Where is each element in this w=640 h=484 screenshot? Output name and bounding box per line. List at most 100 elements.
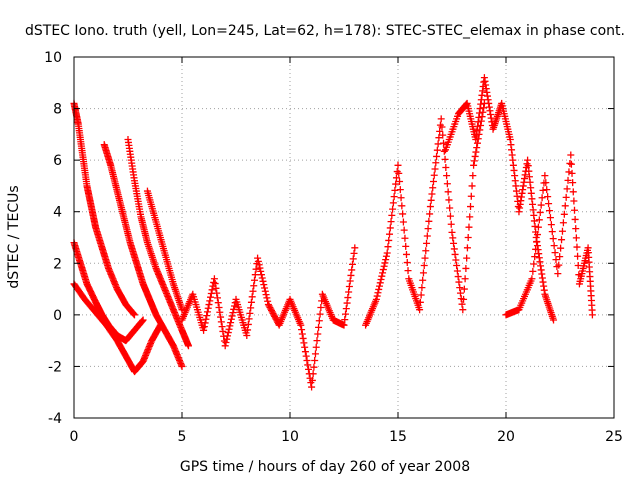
data-point (469, 172, 477, 180)
data-point (202, 315, 210, 323)
data-point (300, 339, 308, 347)
data-point (443, 180, 451, 188)
data-point (298, 326, 306, 334)
data-point (311, 350, 319, 358)
data-point (224, 332, 232, 340)
data-point (349, 255, 357, 263)
data-point (312, 343, 320, 351)
data-point (245, 315, 253, 323)
data-point (260, 281, 268, 289)
data-point (397, 194, 405, 202)
data-point (550, 316, 558, 324)
data-point (378, 272, 386, 280)
data-point (350, 249, 358, 257)
data-point (548, 228, 556, 236)
data-point (351, 244, 359, 252)
data-point (473, 144, 481, 152)
data-point (562, 193, 570, 201)
data-point (382, 252, 390, 260)
data-point (258, 274, 266, 282)
data-point (426, 210, 434, 218)
data-point (250, 282, 258, 290)
data-point (570, 197, 578, 205)
data-point (446, 204, 454, 212)
data-point (531, 253, 539, 261)
data-point (448, 228, 456, 236)
data-point (440, 139, 448, 147)
y-tick-label: 2 (53, 256, 62, 272)
data-point (529, 267, 537, 275)
data-point (427, 196, 435, 204)
data-point (130, 311, 138, 319)
data-point (230, 302, 238, 310)
data-point (420, 261, 428, 269)
data-point (373, 292, 381, 300)
data-point (226, 322, 234, 330)
data-point (400, 226, 408, 234)
data-point (251, 271, 259, 279)
data-point (539, 186, 547, 194)
data-point (550, 242, 558, 250)
data-point (421, 254, 429, 262)
data-point (564, 176, 572, 184)
data-point (454, 273, 462, 281)
data-point (251, 276, 259, 284)
data-point (247, 304, 255, 312)
data-point (263, 294, 271, 302)
data-point (461, 275, 469, 283)
data-point (453, 261, 461, 269)
data-point (213, 289, 221, 297)
x-tick-label: 5 (178, 429, 187, 445)
data-point (247, 298, 255, 306)
data-point (574, 252, 582, 260)
data-point (348, 260, 356, 268)
data-point (568, 169, 576, 177)
data-point (390, 193, 398, 201)
data-point (551, 249, 559, 257)
data-point (569, 188, 577, 196)
data-point (558, 227, 566, 235)
data-point (558, 236, 566, 244)
data-point (224, 329, 232, 337)
data-point (211, 280, 219, 288)
data-point (536, 208, 544, 216)
data-point (244, 320, 252, 328)
data-point (423, 232, 431, 240)
data-point (423, 239, 431, 247)
data-point (340, 321, 348, 329)
data-point (259, 277, 267, 285)
data-point (403, 259, 411, 267)
data-point (299, 334, 307, 342)
data-point (528, 275, 536, 283)
data-point (544, 193, 552, 201)
plot-frame (73, 56, 615, 419)
data-point (465, 223, 473, 231)
data-point (392, 174, 400, 182)
data-point (244, 326, 252, 334)
data-point (547, 221, 555, 229)
data-point (446, 212, 454, 220)
data-point (430, 171, 438, 179)
data-point (398, 202, 406, 210)
data-point (313, 337, 321, 345)
data-point (203, 312, 211, 320)
data-point (559, 219, 567, 227)
data-point (301, 348, 309, 356)
data-point (381, 259, 389, 267)
data-point (440, 147, 448, 155)
data-point (348, 266, 356, 274)
data-point (213, 294, 221, 302)
data-point (383, 249, 391, 257)
data-point (254, 254, 262, 262)
data-point (343, 299, 351, 307)
data-point (418, 284, 426, 292)
data-point (301, 343, 309, 351)
data-point (445, 196, 453, 204)
data-points (70, 74, 596, 391)
data-point (401, 234, 409, 242)
data-point (560, 210, 568, 218)
x-axis-label: GPS time / hours of day 260 of year 2008 (180, 459, 470, 475)
data-point (207, 293, 215, 301)
y-tick-label: 0 (53, 308, 62, 324)
x-tick-label: 20 (497, 429, 515, 445)
